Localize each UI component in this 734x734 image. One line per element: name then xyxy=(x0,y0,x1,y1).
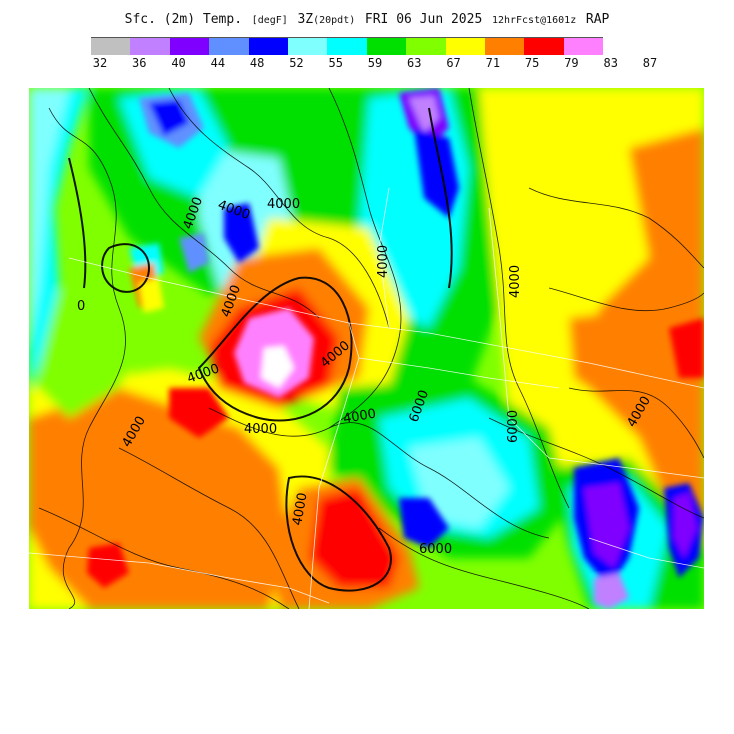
legend-swatch xyxy=(248,38,288,55)
legend-swatch xyxy=(130,38,170,55)
legend-swatch xyxy=(484,38,525,55)
title-date: FRI 06 Jun 2025 xyxy=(364,12,483,27)
title-model: RAP xyxy=(585,12,610,27)
legend-swatch xyxy=(287,38,328,55)
legend-tick-label: 48 xyxy=(249,56,265,70)
map-title: Sfc. (2m) Temp. [degF] 3Z(20pdt) FRI 06 … xyxy=(0,8,734,27)
contour-label: 4000 xyxy=(508,265,523,298)
contour-label: 6000 xyxy=(419,542,452,557)
legend-swatch xyxy=(406,38,446,55)
legend-tick-label: 83 xyxy=(603,56,618,70)
contour-label: 6000 xyxy=(506,410,521,443)
title-unit: [degF] xyxy=(251,15,288,26)
legend-tick-label: 87 xyxy=(642,56,658,70)
temperature-map: 4000 4000 4000 4000 4000 4000 4000 4000 … xyxy=(29,88,704,609)
state-boundaries xyxy=(29,187,704,609)
contour-label: 4000 xyxy=(267,197,300,212)
legend-swatch xyxy=(563,38,604,55)
legend-tick-label: 79 xyxy=(564,56,579,70)
legend-tick-label: 71 xyxy=(485,56,501,70)
legend-tick-label: 75 xyxy=(524,56,540,70)
legend-tick-label: 40 xyxy=(171,56,186,70)
title-forecast: 12hrFcst@1601z xyxy=(491,15,577,26)
contour-label: 4000 xyxy=(290,491,311,526)
color-legend-labels: 32 36 40 44 48 52 55 59 63 67 71 75 79 83 87 xyxy=(0,56,734,72)
legend-swatch xyxy=(445,38,485,55)
temperature-field xyxy=(29,88,704,609)
contour-lines-bold xyxy=(68,107,453,592)
title-local-time: (20pdt) xyxy=(313,15,356,26)
legend-tick-label: 63 xyxy=(407,56,422,70)
title-main: Sfc. (2m) Temp. xyxy=(124,12,243,27)
legend-tick-label: 67 xyxy=(446,56,461,70)
title-valid-hour: 3Z xyxy=(297,12,314,27)
legend-tick-label: 32 xyxy=(92,56,108,70)
contour-label: 0 xyxy=(77,299,85,314)
contour-label: 4000 xyxy=(342,406,377,427)
contour-label: 4000 xyxy=(244,422,277,437)
legend-swatch xyxy=(524,38,564,55)
legend-tick-label: 55 xyxy=(328,56,343,70)
legend-swatch xyxy=(91,38,131,55)
legend-swatch xyxy=(169,38,210,55)
legend-tick-label: 59 xyxy=(367,56,383,70)
legend-tick-label: 44 xyxy=(210,56,226,70)
color-legend-bar xyxy=(91,37,604,55)
legend-swatch xyxy=(209,38,249,55)
contour-label: 4000 xyxy=(376,245,391,278)
legend-tick-label: 36 xyxy=(132,56,147,70)
legend-swatch xyxy=(327,38,367,55)
legend-tick-label: 52 xyxy=(289,56,304,70)
legend-swatch xyxy=(366,38,407,55)
